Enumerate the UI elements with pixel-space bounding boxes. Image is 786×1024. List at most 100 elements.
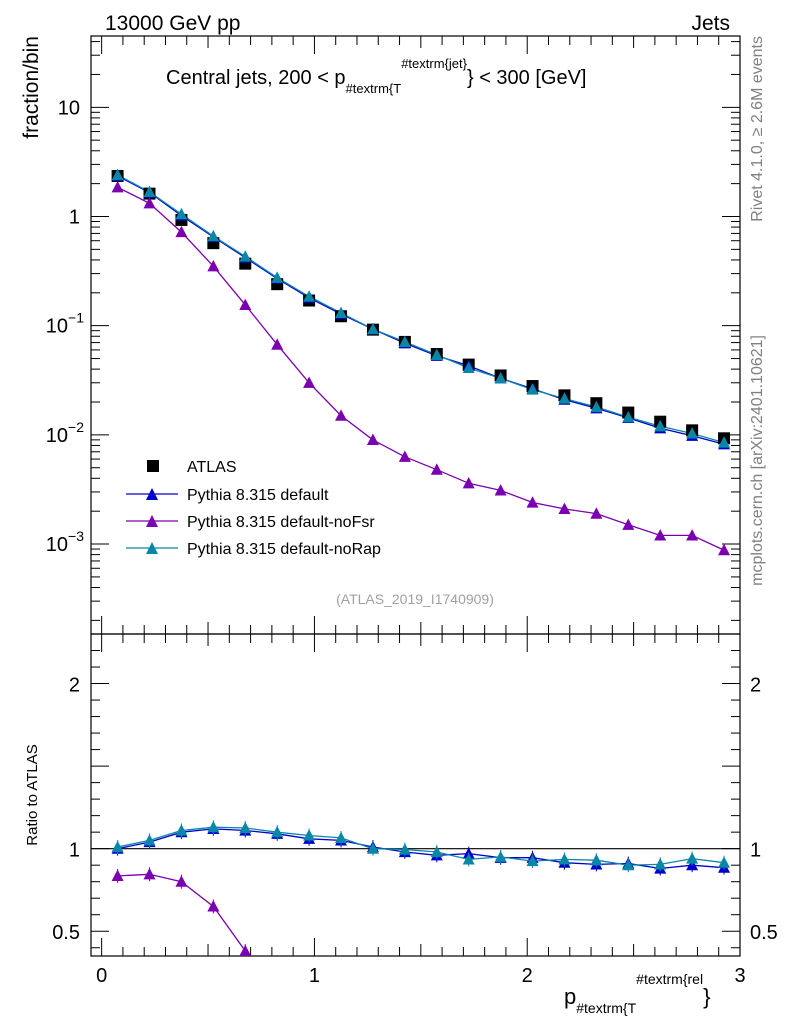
data-point-pythia-8-315-default-norap bbox=[462, 361, 475, 374]
x-label-subscript: #textrm{T bbox=[576, 1000, 636, 1016]
data-point-pythia-8-315-default-nofsr bbox=[558, 502, 571, 514]
data-point-pythia-8-315-default-nofsr bbox=[335, 409, 348, 421]
data-point-pythia-8-315-default-norap bbox=[239, 250, 252, 262]
title-prefix: Central jets, 200 < p bbox=[166, 67, 346, 89]
legend-marker-nofsr bbox=[146, 515, 158, 527]
ratio-point-pythia-8-315-default-nofsr bbox=[175, 875, 188, 887]
ratio-point-pythia-8-315-default-nofsr bbox=[239, 944, 252, 956]
x-label-superscript: #textrm{rel bbox=[636, 971, 703, 987]
x-label-suffix: } bbox=[703, 984, 710, 1009]
ratio-point-pythia-8-315-default-norap bbox=[430, 845, 443, 858]
series-line-pythia-8-315-default bbox=[117, 175, 725, 445]
series-line-pythia-8-315-default-norap bbox=[117, 174, 725, 444]
data-point-pythia-8-315-default-nofsr bbox=[398, 450, 411, 462]
data-point-pythia-8-315-default-norap bbox=[526, 383, 539, 395]
data-point-pythia-8-315-default-nofsr bbox=[271, 338, 284, 350]
ratio-point-pythia-8-315-default-norap bbox=[590, 853, 603, 866]
y-tick-exponent: −1 bbox=[68, 310, 84, 326]
header-energy-label: 13000 GeV pp bbox=[105, 12, 240, 35]
data-point-pythia-8-315-default-norap bbox=[143, 185, 156, 198]
data-point-pythia-8-315-default-norap bbox=[175, 207, 188, 220]
ratio-point-pythia-8-315-default-norap bbox=[398, 843, 411, 855]
data-point-pythia-8-315-default-norap bbox=[430, 348, 443, 360]
ratio-point-pythia-8-315-default-norap bbox=[175, 824, 188, 836]
x-tick-label: 2 bbox=[522, 965, 533, 987]
y-tick-exponent: −3 bbox=[68, 528, 84, 544]
data-point-pythia-8-315-default-nofsr bbox=[622, 518, 635, 530]
y-tick-label-ratio-right: 1 bbox=[750, 840, 761, 862]
ratio-line-pythia-8-315-default-norap bbox=[117, 826, 725, 866]
ratio-point-pythia-8-315-default-norap bbox=[239, 821, 252, 834]
data-point-pythia-8-315-default-norap bbox=[622, 410, 635, 423]
ratio-point-pythia-8-315-default-norap bbox=[207, 820, 220, 833]
legend-label-norap: Pythia 8.315 default-noRap bbox=[187, 541, 381, 558]
ratio-point-pythia-8-315-default-nofsr bbox=[111, 869, 124, 882]
data-point-pythia-8-315-default-norap bbox=[654, 419, 667, 432]
title-superscript: #textrm{jet} bbox=[401, 56, 467, 71]
main-plot-title: Central jets, 200 < p#textrm{T #textrm{je… bbox=[166, 56, 586, 96]
y-tick-label-ratio-right: 0.5 bbox=[750, 922, 778, 944]
legend: ATLAS Pythia 8.315 default Pythia 8.315 … bbox=[126, 459, 381, 558]
header-jets-label: Jets bbox=[691, 12, 730, 35]
main-y-axis-label: fraction/bin bbox=[20, 36, 43, 139]
data-point-pythia-8-315-default-nofsr bbox=[175, 225, 188, 238]
x-tick-label: 1 bbox=[309, 965, 320, 987]
data-point-pythia-8-315-default-nofsr bbox=[207, 259, 220, 272]
main-series-group bbox=[111, 168, 731, 556]
data-point-pythia-8-315-default-nofsr bbox=[526, 496, 539, 508]
legend-marker-norap bbox=[146, 542, 158, 554]
data-point-pythia-8-315-default-nofsr bbox=[462, 477, 475, 489]
x-label-main: p bbox=[564, 984, 576, 1009]
legend-label-default: Pythia 8.315 default bbox=[187, 487, 329, 504]
y-tick-exponent: −2 bbox=[68, 419, 84, 435]
ratio-point-pythia-8-315-default-norap bbox=[303, 829, 316, 841]
data-point-pythia-8-315-default-nofsr bbox=[718, 543, 731, 556]
legend-marker-atlas bbox=[147, 460, 159, 472]
y-tick-label-main: 1 bbox=[69, 207, 80, 229]
ratio-point-pythia-8-315-default-nofsr bbox=[207, 900, 220, 912]
y-tick-base: 10 bbox=[46, 316, 68, 338]
ratio-point-pythia-8-315-default-norap bbox=[271, 825, 284, 838]
data-point-pythia-8-315-default-nofsr bbox=[111, 181, 124, 193]
title-subscript: #textrm{T bbox=[346, 81, 402, 96]
ratio-point-pythia-8-315-default-norap bbox=[335, 831, 348, 844]
ratio-point-pythia-8-315-default-norap bbox=[494, 850, 507, 863]
data-point-pythia-8-315-default-nofsr bbox=[654, 529, 667, 541]
ratio-series-clipped bbox=[111, 820, 731, 956]
ratio-point-pythia-8-315-default-norap bbox=[143, 834, 156, 846]
data-point-pythia-8-315-default-norap bbox=[590, 400, 603, 413]
ratio-y-axis-label: Ratio to ATLAS bbox=[24, 744, 41, 845]
rivet-version-label: Rivet 4.1.0, ≥ 2.6M events bbox=[749, 36, 766, 222]
ratio-point-pythia-8-315-default-norap bbox=[622, 858, 635, 871]
ratio-point-pythia-8-315-default-nofsr bbox=[143, 867, 156, 880]
ratio-point-pythia-8-315-default-norap bbox=[718, 856, 731, 868]
data-point-pythia-8-315-default-norap bbox=[303, 290, 316, 302]
ratio-point-pythia-8-315-default-norap bbox=[526, 854, 539, 867]
title-suffix: } < 300 [GeV] bbox=[467, 67, 587, 89]
ratio-plot-frame bbox=[90, 633, 741, 957]
y-tick-label-ratio: 0.5 bbox=[52, 922, 80, 944]
ratio-point-pythia-8-315-default-norap bbox=[654, 858, 667, 870]
y-tick-label-main: 10 bbox=[58, 97, 80, 119]
data-point-pythia-8-315-default-nofsr bbox=[239, 298, 252, 311]
data-point-pythia-8-315-default-nofsr bbox=[686, 529, 699, 541]
ratio-point-pythia-8-315-default-norap bbox=[686, 852, 699, 864]
ratio-series-group bbox=[111, 820, 731, 956]
data-point-pythia-8-315-default-norap bbox=[366, 322, 379, 335]
data-point-pythia-8-315-default-nofsr bbox=[366, 433, 379, 445]
data-point-pythia-8-315-default-nofsr bbox=[494, 484, 507, 496]
y-tick-label-ratio: 1 bbox=[69, 840, 80, 862]
y-tick-label-main: 10−2 bbox=[46, 419, 84, 447]
legend-label-atlas: ATLAS bbox=[187, 459, 237, 476]
x-axis-label: p#textrm{T#textrm{rel} bbox=[564, 971, 710, 1016]
x-tick-label: 0 bbox=[96, 965, 107, 987]
data-point-pythia-8-315-default-norap bbox=[111, 168, 124, 181]
ratio-line-pythia-8-315-default bbox=[117, 828, 725, 870]
data-point-pythia-8-315-default-nofsr bbox=[303, 376, 316, 388]
legend-label-nofsr: Pythia 8.315 default-noFsr bbox=[187, 514, 375, 531]
ratio-point-pythia-8-315-default-norap bbox=[366, 842, 379, 854]
ratio-axis-ticks: 0.5 0.5 1 1 2 2 0 1 2 3 bbox=[52, 634, 778, 987]
series-line-pythia-8-315-default-nofsr bbox=[117, 186, 725, 551]
